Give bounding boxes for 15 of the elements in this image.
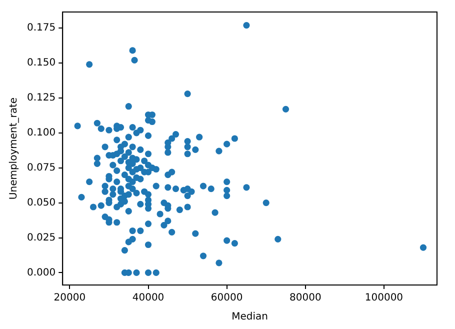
x-tick-label: 80000 [289,292,322,304]
y-tick-label: 0.075 [26,162,56,174]
y-axis-title: Unemployment_rate [8,97,20,200]
y-tick-label: 0.000 [26,267,56,278]
x-tick-label: 40000 [132,292,164,304]
x-tick-label: 60000 [210,292,243,304]
y-tick-label: 0.125 [26,92,56,104]
y-tick-label: 0.100 [26,128,56,139]
x-tick-label: 20000 [54,292,86,304]
y-tick-label: 0.025 [26,232,56,244]
x-tick-label: 100000 [364,292,404,304]
y-tick-label: 0.050 [26,197,56,208]
y-tick-label: 0.175 [26,22,56,34]
y-tick-label: 0.150 [26,58,56,69]
x-axis-title: Median [232,312,268,323]
